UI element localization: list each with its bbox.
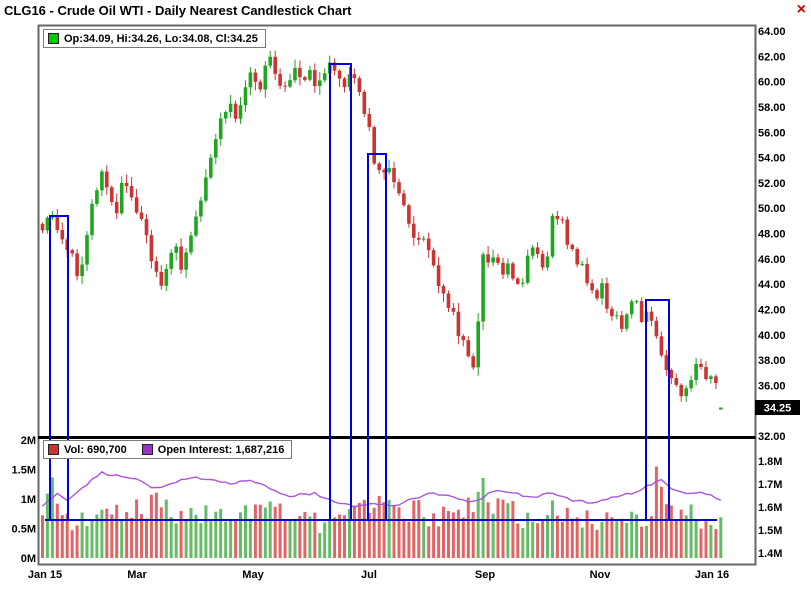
axis-label: 1.7M <box>758 479 782 491</box>
axis-label: 40.00 <box>758 330 786 342</box>
axis-label: 0M <box>21 553 36 565</box>
axis-label: 50.00 <box>758 203 786 215</box>
close-button[interactable]: × <box>797 1 806 19</box>
ohlc-legend-text: Op:34.09, Hi:34.26, Lo:34.08, Cl:34.25 <box>64 32 258 45</box>
open-interest-line <box>42 470 722 509</box>
annotation-box[interactable] <box>49 215 69 521</box>
axis-label: Jan 15 <box>28 569 62 581</box>
axis-label: Sep <box>475 569 495 581</box>
axis-label: 2M <box>21 435 36 447</box>
axis-label: 1.5M <box>758 525 782 537</box>
axis-label: Jul <box>361 569 377 581</box>
volume-bars-layer <box>41 466 723 558</box>
axis-label: 1.5M <box>12 465 36 477</box>
axis-label: May <box>242 569 264 581</box>
price-ohlc-legend: Op:34.09, Hi:34.26, Lo:34.08, Cl:34.25 <box>43 29 266 48</box>
axis-label: 44.00 <box>758 279 786 291</box>
annotation-box[interactable] <box>329 63 352 521</box>
last-price-badge <box>755 400 800 415</box>
annotation-box[interactable] <box>367 153 387 521</box>
axis-label: 1M <box>21 494 36 506</box>
candle-up-swatch <box>48 33 59 44</box>
axis-label: 64.00 <box>758 26 786 38</box>
annotation-box[interactable] <box>645 299 670 521</box>
axis-label: 52.00 <box>758 178 786 190</box>
chart-frame <box>37 24 757 566</box>
axis-label: 58.00 <box>758 102 786 114</box>
axis-label: 34.25 <box>764 403 792 415</box>
axis-label: 1.4M <box>758 548 782 560</box>
axis-label: Nov <box>590 569 612 581</box>
open-interest-swatch <box>141 444 153 455</box>
axis-label: 38.00 <box>758 355 786 367</box>
axis-label: 46.00 <box>758 254 786 266</box>
axis-label: 60.00 <box>758 77 786 89</box>
axis-label: 1.8M <box>758 456 782 468</box>
chart-title: CLG16 - Crude Oil WTI - Daily Nearest Ca… <box>4 3 352 18</box>
axis-label: 0.5M <box>12 524 36 536</box>
volume-swatch <box>48 444 59 455</box>
close-icon: × <box>796 1 806 18</box>
axis-label: 62.00 <box>758 51 786 63</box>
annotations-layer <box>45 63 717 521</box>
axis-label: 1.6M <box>758 502 782 514</box>
open-interest-legend-text: Open Interest: 1,687,216 <box>157 443 285 456</box>
axis-label: Jan 16 <box>695 569 729 581</box>
open-interest-layer <box>42 470 722 509</box>
volume-legend: Vol: 690,700 Open Interest: 1,687,216 <box>43 440 293 459</box>
axis-label: 36.00 <box>758 380 786 392</box>
volume-legend-text: Vol: 690,700 <box>64 443 127 456</box>
axis-labels-layer: 64.00 62.00 60.00 58.00 56.00 54.00 52.00 50.00… <box>12 26 800 581</box>
axis-label: 54.00 <box>758 153 786 165</box>
axis-label: 42.00 <box>758 304 786 316</box>
axis-label: 56.00 <box>758 127 786 139</box>
axis-label: Mar <box>127 569 147 581</box>
axis-label: 32.00 <box>758 431 786 443</box>
axis-label: 48.00 <box>758 229 786 241</box>
